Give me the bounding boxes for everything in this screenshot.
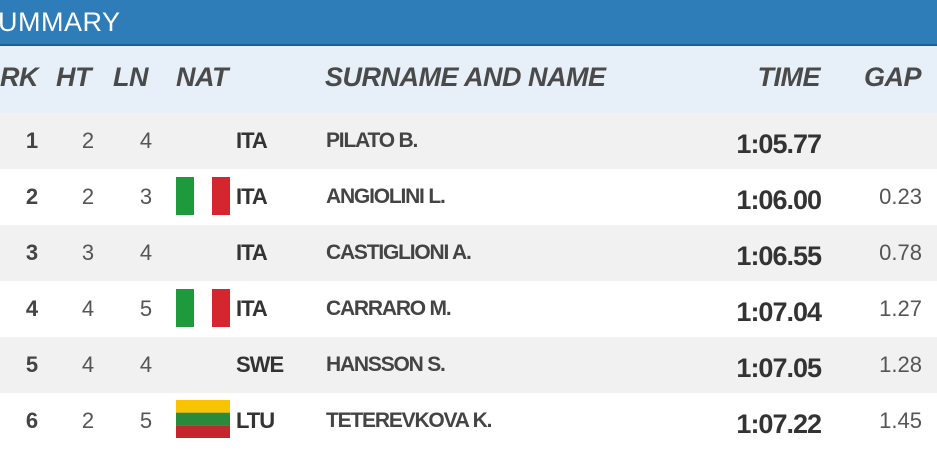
heat: 4	[81, 352, 95, 377]
nation: ITA	[236, 184, 268, 209]
gap: 1.45	[879, 408, 922, 433]
title-bar	[0, 0, 937, 46]
gap: 1.28	[879, 352, 922, 377]
nation: ITA	[236, 128, 268, 153]
flag	[176, 400, 230, 438]
nation: ITA	[236, 296, 268, 321]
rank: 4	[25, 296, 39, 321]
time: 1:07.22	[736, 409, 822, 439]
time: 1:06.00	[736, 185, 822, 215]
lane: 5	[139, 296, 153, 321]
lane: 3	[139, 184, 153, 209]
gap: 1.27	[879, 296, 922, 321]
table-row: 5 4 4 SWE HANSSON S. 1:07.05 1.28	[0, 337, 937, 393]
athlete-name: CARRARO M.	[326, 297, 452, 320]
time: 1:07.05	[736, 353, 822, 383]
column-header: RK	[0, 62, 39, 92]
table-row: 1 2 4 ITA PILATO B. 1:05.77	[0, 113, 937, 169]
lane: 5	[139, 408, 153, 433]
column-header: HT	[56, 62, 92, 92]
lane: 4	[139, 352, 153, 377]
rank: 6	[25, 408, 39, 433]
time: 1:05.77	[736, 129, 822, 159]
lane: 4	[139, 128, 153, 153]
heat: 2	[81, 128, 95, 153]
column-header: TIME	[757, 62, 821, 92]
athlete-name: CASTIGLIONI A.	[326, 241, 472, 264]
nation: SWE	[236, 352, 284, 377]
table-row: 3 3 4 ITA CASTIGLIONI A. 1:06.55 0.78	[0, 225, 937, 281]
heat: 4	[81, 296, 95, 321]
time: 1:07.04	[736, 297, 822, 327]
column-header: LN	[113, 62, 149, 92]
athlete-name: ANGIOLINI L.	[326, 185, 446, 208]
heat: 2	[81, 184, 95, 209]
flag	[176, 177, 230, 215]
table-row: 2 2 3 ITA ANGIOLINI L. 1:06.00 0.23	[0, 169, 937, 225]
heat: 2	[81, 408, 95, 433]
athlete-name: PILATO B.	[326, 129, 418, 152]
rank: 3	[25, 240, 39, 265]
gap: 0.78	[879, 240, 922, 265]
athlete-name: TETEREVKOVA K.	[326, 409, 492, 432]
column-header: GAP	[863, 62, 922, 92]
rank: 2	[25, 184, 39, 209]
lane: 4	[139, 240, 153, 265]
column-header: NAT	[176, 62, 229, 92]
table-row: 4 4 5 ITA CARRARO M. 1:07.04 1.27	[0, 281, 937, 337]
title: UMMARY	[0, 7, 121, 37]
nation: LTU	[236, 408, 275, 433]
column-header: SURNAME AND NAME	[325, 62, 606, 92]
nation: ITA	[236, 240, 268, 265]
time: 1:06.55	[736, 241, 822, 271]
heat: 3	[81, 240, 95, 265]
table-row: 6 2 5 LTU TETEREVKOVA K. 1:07.22 1.45	[0, 393, 937, 449]
gap: 0.23	[879, 184, 922, 209]
athlete-name: HANSSON S.	[326, 353, 446, 376]
flag	[176, 289, 230, 327]
rank: 1	[25, 128, 39, 153]
rank: 5	[25, 352, 39, 377]
